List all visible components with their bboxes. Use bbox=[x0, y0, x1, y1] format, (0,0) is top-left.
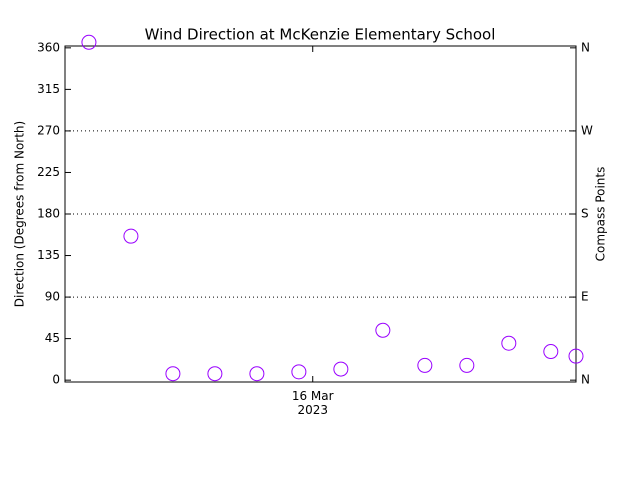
y-tick-label: 315 bbox=[37, 82, 60, 96]
y-tick-label: 270 bbox=[37, 123, 60, 137]
point bbox=[207, 366, 223, 382]
y-tick-label: 225 bbox=[37, 165, 60, 179]
point bbox=[375, 322, 391, 338]
y-tick-label: 180 bbox=[37, 207, 60, 221]
chart-title: Wind Direction at McKenzie Elementary Sc… bbox=[145, 26, 496, 44]
y2-tick-label: E bbox=[581, 290, 589, 304]
point bbox=[291, 364, 307, 380]
y2-tick-label: N bbox=[581, 373, 590, 387]
x-tick-label: 16 Mar 2023 bbox=[291, 389, 334, 417]
y-tick-label: 0 bbox=[52, 373, 60, 387]
y2-tick-label: N bbox=[581, 40, 590, 54]
y2-axis-label: Compass Points bbox=[594, 167, 608, 262]
point bbox=[501, 335, 517, 351]
point bbox=[459, 357, 475, 373]
y-tick-label: 90 bbox=[45, 290, 60, 304]
point bbox=[249, 366, 265, 382]
point bbox=[333, 361, 349, 377]
y-tick-label: 360 bbox=[37, 40, 60, 54]
point bbox=[81, 34, 97, 50]
point bbox=[543, 344, 559, 360]
point bbox=[417, 357, 433, 373]
point bbox=[568, 348, 584, 364]
y-tick-label: 45 bbox=[45, 331, 60, 345]
y2-tick-label: W bbox=[581, 123, 593, 137]
y-axis-label: Direction (Degrees from North) bbox=[13, 121, 27, 307]
y2-tick-label: S bbox=[581, 207, 589, 221]
y-tick-label: 135 bbox=[37, 248, 60, 262]
point bbox=[123, 228, 139, 244]
point bbox=[165, 366, 181, 382]
